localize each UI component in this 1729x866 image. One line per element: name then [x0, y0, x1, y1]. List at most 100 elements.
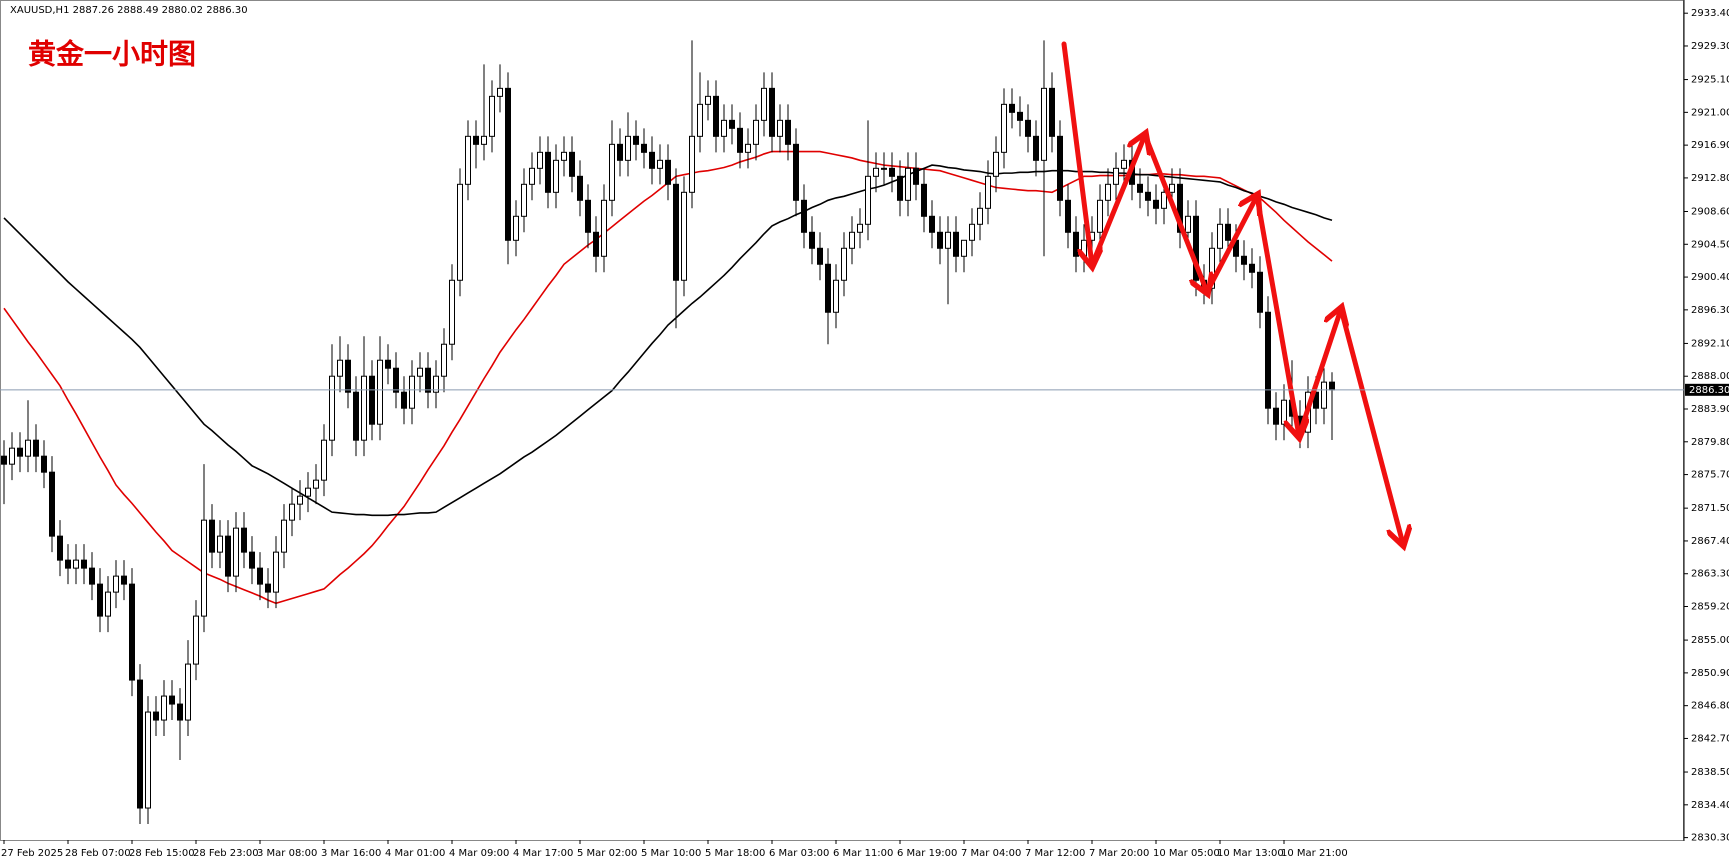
y-tick-label: 2850.90 — [1691, 668, 1729, 679]
candle-body — [273, 551, 279, 593]
x-tick-label: 28 Feb 15:00 — [129, 848, 195, 859]
x-tick-label: 27 Feb 2025 — [1, 848, 63, 859]
y-tick-label: 2867.40 — [1691, 536, 1729, 547]
candle-body — [289, 503, 295, 521]
candle-body — [1009, 103, 1015, 113]
candle-body — [569, 151, 575, 177]
candle-body — [777, 119, 783, 137]
y-tick-label: 2921.00 — [1691, 107, 1729, 118]
x-tick-label: 5 Mar 18:00 — [705, 848, 765, 859]
y-tick-label: 2838.50 — [1691, 767, 1729, 778]
candle-body — [161, 695, 167, 721]
candle-body — [889, 167, 895, 177]
y-tick-label: 2879.80 — [1691, 437, 1729, 448]
candle-body — [633, 135, 639, 145]
y-tick-label: 2929.30 — [1691, 41, 1729, 52]
candle-body — [393, 367, 399, 393]
y-tick-label: 2896.30 — [1691, 305, 1729, 316]
x-tick-label: 6 Mar 19:00 — [897, 848, 957, 859]
y-tick-label: 2904.50 — [1691, 239, 1729, 250]
candle-body — [545, 151, 551, 193]
candle-body — [1121, 159, 1127, 169]
y-tick-label: 2875.70 — [1691, 470, 1729, 481]
candle-body — [737, 127, 743, 153]
candle-body — [9, 447, 15, 465]
candle-body — [601, 199, 607, 257]
candle-body — [225, 535, 231, 577]
candle-body — [1081, 239, 1087, 257]
candle-body — [1033, 135, 1039, 161]
candle-body — [457, 183, 463, 281]
candle-body — [49, 471, 55, 537]
candle-body — [753, 119, 759, 145]
candle-body — [529, 167, 535, 185]
candle-body — [169, 695, 175, 705]
candle-body — [865, 175, 871, 225]
candle-body — [729, 119, 735, 129]
candle-body — [97, 583, 103, 617]
annotation-arrows — [1061, 41, 1403, 544]
candle-body — [1065, 199, 1071, 233]
candle-body — [25, 439, 31, 457]
candle-body — [489, 95, 495, 137]
y-tick-label: 2908.60 — [1691, 207, 1729, 218]
candle-body — [849, 231, 855, 249]
candle-body — [761, 87, 767, 121]
candle-body — [1329, 381, 1335, 391]
candle-body — [817, 247, 823, 265]
candle-body — [1273, 407, 1279, 425]
candle-body — [1281, 399, 1287, 425]
candle-body — [1017, 111, 1023, 121]
y-tick-label: 2892.10 — [1691, 338, 1729, 349]
candle-body — [353, 391, 359, 441]
candle-body — [1057, 135, 1063, 201]
candle-body — [137, 679, 143, 809]
candle-body — [649, 151, 655, 169]
candle-body — [1113, 167, 1119, 185]
x-tick-label: 4 Mar 17:00 — [513, 848, 573, 859]
candle-body — [81, 559, 87, 569]
candle-body — [113, 575, 119, 593]
x-tick-label: 28 Feb 23:00 — [193, 848, 259, 859]
candle-body — [233, 527, 239, 577]
candle-body — [193, 615, 199, 665]
candle-body — [673, 183, 679, 281]
candle-body — [521, 183, 527, 217]
arrow — [1254, 193, 1299, 436]
arrow — [1296, 309, 1341, 439]
candle-body — [281, 519, 287, 553]
y-tick-label: 2842.70 — [1691, 733, 1729, 744]
candle-body — [497, 87, 503, 97]
candle-body — [1153, 199, 1159, 209]
candle-body — [1169, 183, 1175, 193]
candle-body — [433, 375, 439, 393]
candle-body — [1185, 215, 1191, 233]
candle-body — [465, 135, 471, 185]
y-tick-label: 2883.90 — [1691, 404, 1729, 415]
y-tick-label: 2846.80 — [1691, 701, 1729, 712]
candle-body — [201, 519, 207, 617]
candle-body — [1073, 231, 1079, 257]
candle-body — [913, 167, 919, 185]
candle-body — [65, 559, 71, 569]
candle-body — [1257, 271, 1263, 313]
candle-body — [593, 231, 599, 257]
plot-frame — [0, 0, 1684, 841]
candle-body — [713, 95, 719, 137]
candle-body — [185, 663, 191, 721]
candle-body — [745, 143, 751, 153]
candle-body — [313, 479, 319, 489]
candle-body — [449, 279, 455, 345]
x-tick-label: 10 Mar 05:00 — [1153, 848, 1220, 859]
candle-body — [297, 495, 303, 505]
x-tick-label: 6 Mar 03:00 — [769, 848, 829, 859]
candle-body — [153, 711, 159, 721]
candle-body — [977, 207, 983, 225]
candle-body — [945, 231, 951, 249]
candle-body — [121, 575, 127, 585]
candle-body — [377, 359, 383, 425]
candle-body — [857, 223, 863, 233]
candle-body — [641, 143, 647, 153]
candle-body — [401, 391, 407, 409]
y-tick-label: 2834.40 — [1691, 800, 1729, 811]
